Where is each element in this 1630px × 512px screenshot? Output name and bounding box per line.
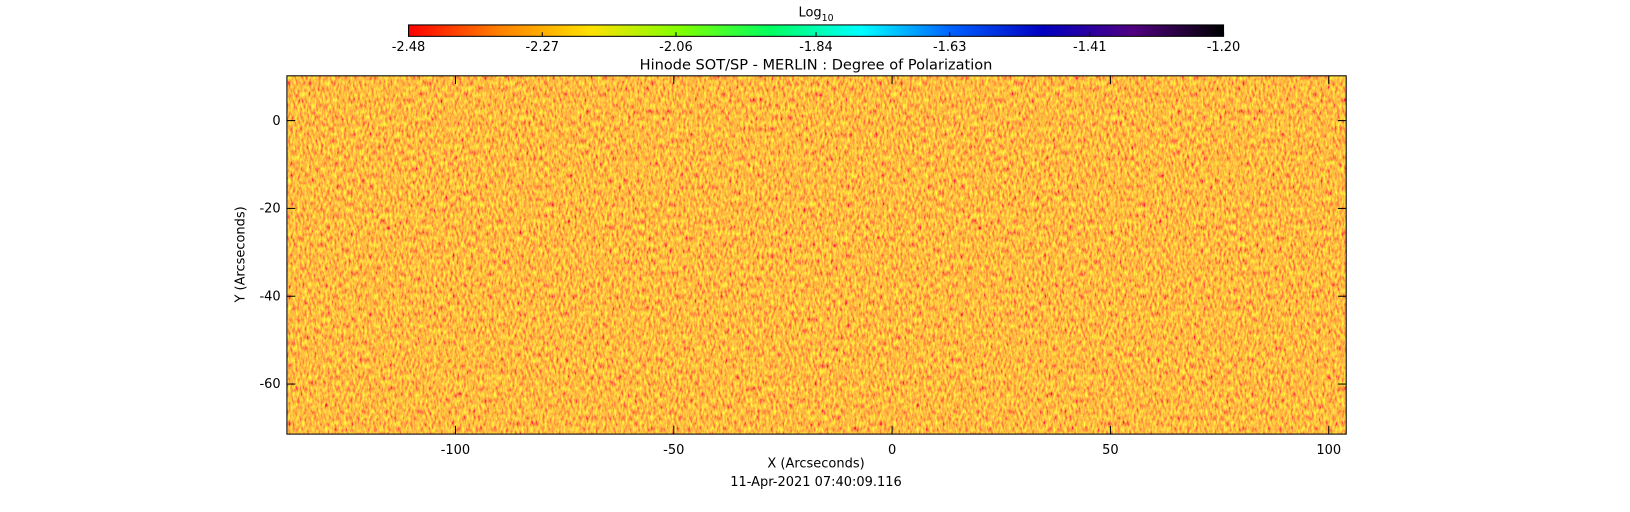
colorbar-tick-label: -1.63 [933, 40, 967, 55]
chart-title: Hinode SOT/SP - MERLIN : Degree of Polar… [640, 58, 993, 74]
y-tick-label: 0 [272, 114, 280, 129]
colorbar-tick-label: -1.84 [799, 40, 833, 55]
date-label: 11-Apr-2021 07:40:09.116 [730, 475, 902, 490]
x-tick-label: 50 [1102, 443, 1119, 458]
x-tick-label: 0 [888, 443, 896, 458]
y-tick-label: -60 [259, 377, 280, 392]
colorbar-tick-label: -1.20 [1207, 40, 1241, 55]
x-tick-label: -100 [441, 443, 470, 458]
x-tick-label: 100 [1316, 443, 1341, 458]
colorbar-label-text: Log [798, 6, 821, 21]
y-tick-label: -20 [259, 202, 280, 217]
colorbar-tick-label: -2.27 [525, 40, 559, 55]
plot-frame [286, 75, 1347, 435]
colorbar-tick-label: -2.06 [659, 40, 693, 55]
colorbar-label-sub: 10 [822, 13, 834, 24]
colorbar-tick-label: -1.41 [1073, 40, 1107, 55]
polarization-image [286, 75, 1347, 435]
x-tick-label: -50 [663, 443, 684, 458]
x-axis-label: X (Arcseconds) [767, 456, 864, 471]
colorbar-tick-label: -2.48 [392, 40, 426, 55]
y-tick-label: -40 [259, 289, 280, 304]
y-axis-label: Y (Arcseconds) [233, 206, 248, 303]
colorbar-label: Log10 [798, 6, 833, 24]
